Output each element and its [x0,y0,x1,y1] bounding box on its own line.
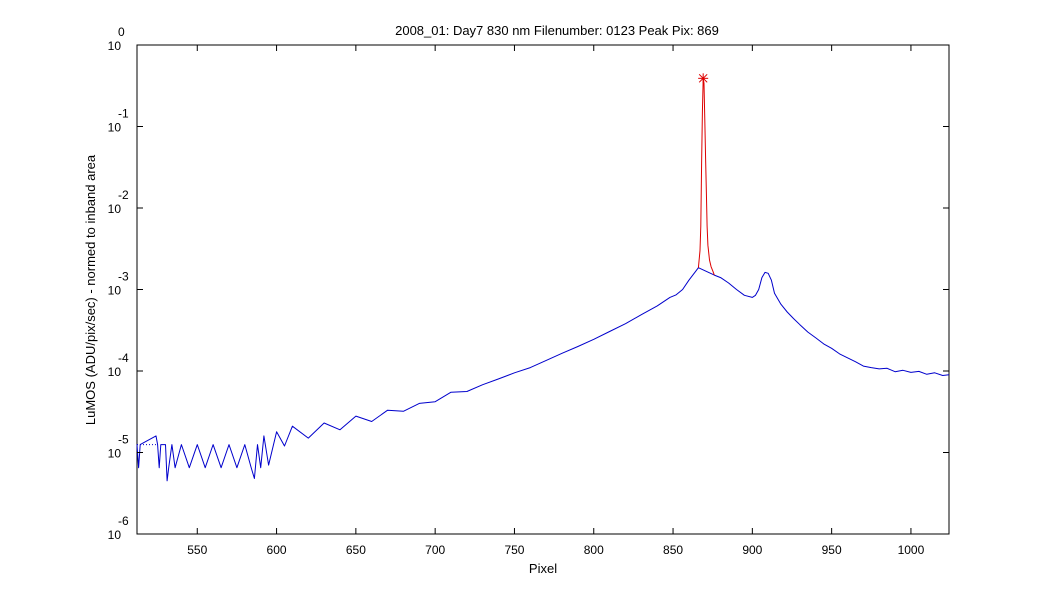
x-tick-label: 700 [425,543,445,557]
x-tick-label: 950 [822,543,842,557]
y-tick-label: 10 [108,365,122,379]
peak-marker [698,73,709,84]
y-tick-label: 10 [108,528,122,542]
series-line-2 [136,267,950,482]
y-tick-exponent: -3 [118,270,129,284]
x-tick-label: 850 [663,543,683,557]
y-tick-exponent: -4 [118,351,129,365]
y-tick-label: 10 [108,39,122,53]
x-tick-label: 650 [346,543,366,557]
x-axis-label: Pixel [529,561,557,576]
series-line-3 [697,77,715,276]
x-tick-label: 550 [187,543,207,557]
y-tick-exponent: -1 [118,107,129,121]
x-tick-label: 900 [742,543,762,557]
y-tick-label: 10 [108,121,122,135]
x-tick-label: 600 [267,543,287,557]
y-tick-exponent: -5 [118,433,129,447]
chart-title: 2008_01: Day7 830 nm Filenumber: 0123 Pe… [395,23,719,38]
y-tick-exponent: 0 [118,25,125,39]
tick-layer: 550 600 650 700 750 800 850 900 950 100010-610-51… [108,25,949,557]
series-layer [136,73,950,482]
x-tick-label: 1000 [898,543,925,557]
y-tick-label: 10 [108,202,122,216]
x-tick-label: 800 [584,543,604,557]
x-tick-label: 750 [504,543,524,557]
y-tick-exponent: -6 [118,514,129,528]
y-tick-label: 10 [108,447,122,461]
plot-area [136,44,950,535]
y-tick-exponent: -2 [118,188,129,202]
y-axis-label: LuMOS (ADU/pix/sec) - normed to inband a… [83,154,98,425]
y-tick-label: 10 [108,284,122,298]
